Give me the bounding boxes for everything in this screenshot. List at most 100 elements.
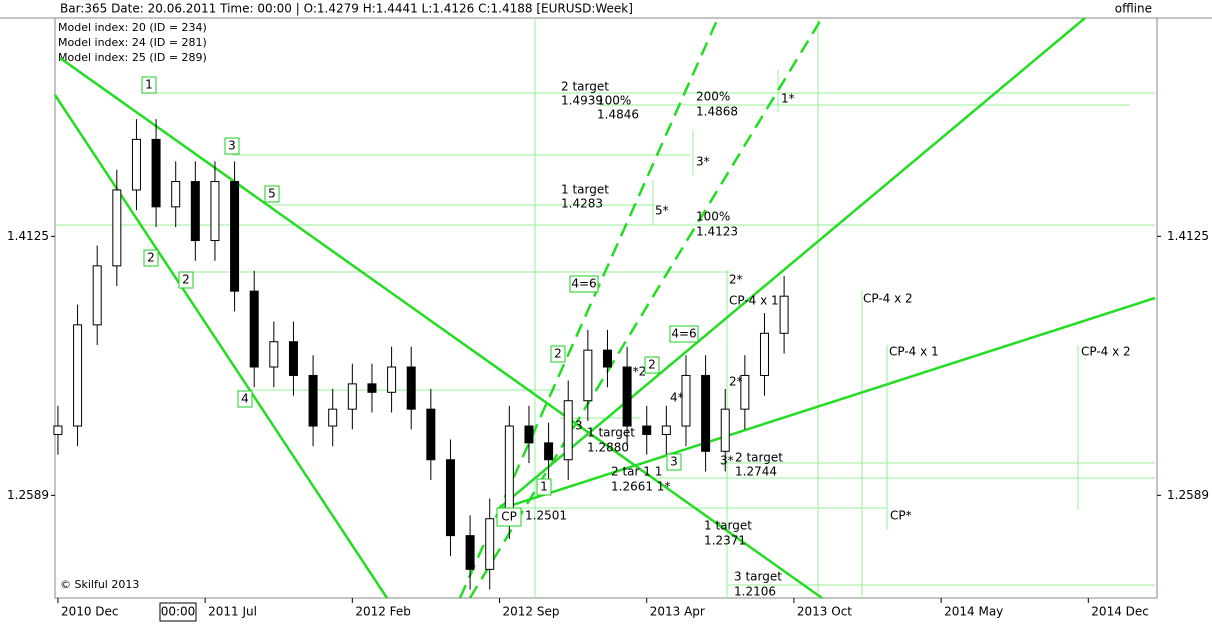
x-tick-label: 2014 May <box>944 605 1003 619</box>
candle-body <box>426 408 436 461</box>
candle-body <box>681 374 691 427</box>
annotation: CP-4 x 1 <box>889 345 939 359</box>
annotation: 1.2371 <box>704 534 746 548</box>
candle-body <box>465 535 475 570</box>
annotation: 2 target <box>561 80 609 94</box>
x-tick-label: 2014 Dec <box>1091 605 1149 619</box>
y-tick-label: 1.2589 <box>1167 488 1209 502</box>
annotation: CP-4 x 1 <box>729 294 779 308</box>
model-index: Model index: 25 (ID = 289) <box>58 51 207 64</box>
x-tick-label: 2013 Oct <box>797 605 852 619</box>
wave-label: 1 <box>540 480 548 494</box>
annotation: 1.4868 <box>696 105 738 119</box>
candle-body <box>131 138 141 191</box>
annotation: 1.4283 <box>561 197 603 211</box>
wave-label: 2 <box>182 273 190 287</box>
candle-body <box>622 366 632 427</box>
annotation: 1.2661 1* <box>611 480 670 494</box>
annotation: 1.4846 <box>597 108 639 122</box>
annotation: 3 target <box>734 570 782 584</box>
candle-body <box>171 181 181 208</box>
annotation: 3 <box>575 419 583 433</box>
candle-body <box>720 408 730 452</box>
annotation: CP* <box>890 509 912 523</box>
annotation: 1* <box>781 92 795 106</box>
candle-body <box>367 383 377 393</box>
candle-body <box>701 374 711 452</box>
wave-label: 4 <box>241 392 249 406</box>
annotations: 1 2 2 3 5 4 2 target 1.4939 100% 1.4846 … <box>141 76 1131 599</box>
candle-body <box>779 295 789 334</box>
annotation: 100% <box>696 210 730 224</box>
annotation: 1.2880 <box>587 441 629 455</box>
candle-body <box>524 425 534 444</box>
candle-body <box>544 442 554 461</box>
annotation: CP-4 x 2 <box>1081 345 1131 359</box>
candle-body <box>288 341 298 376</box>
model-index: Model index: 20 (ID = 234) <box>58 21 207 34</box>
candle-body <box>230 181 240 292</box>
x-tick-label: 2012 Sep <box>503 605 560 619</box>
candle-body <box>269 341 279 368</box>
annotation: 1.4939 <box>561 94 603 108</box>
candle-body <box>347 383 357 410</box>
candle-body <box>190 181 200 242</box>
candle-body <box>387 366 397 393</box>
candle-body <box>485 518 495 570</box>
copyright: © Skilful 2013 <box>60 578 139 591</box>
annotation: 1.2501 <box>525 509 567 523</box>
candle-body <box>210 181 220 242</box>
candle-body <box>92 265 102 326</box>
annotation: 2 target <box>735 451 783 465</box>
model-index: Model index: 24 (ID = 281) <box>58 36 207 49</box>
candle-body <box>642 425 652 435</box>
candle-body <box>308 374 318 427</box>
wave-label: 2 <box>648 358 656 372</box>
wave-label: 3 <box>670 455 678 469</box>
annotation: 1 target <box>587 426 635 440</box>
annotation: 3* <box>720 454 734 468</box>
x-tick-label: 2011 Jul <box>208 605 257 619</box>
annotation: 200% <box>696 90 730 104</box>
candle-body <box>73 324 83 427</box>
candle-body <box>563 400 573 461</box>
x-tick-label: 2010 Dec <box>61 605 119 619</box>
annotation: 4* <box>670 391 684 405</box>
annotation: 1.2106 <box>734 585 776 599</box>
annotation: 1 target <box>561 183 609 197</box>
wave-label: 1 <box>145 78 153 92</box>
annotation: 2* <box>729 273 743 287</box>
annotation: 1 target <box>704 519 752 533</box>
annotation: 5* <box>655 204 669 218</box>
annotation: 1.2744 <box>735 465 777 479</box>
status: offline <box>1115 2 1152 16</box>
candle-body <box>53 425 63 435</box>
candle-body <box>151 138 161 208</box>
annotation: 3* <box>696 155 710 169</box>
cursor-time-box <box>159 602 197 622</box>
wave-label: 4=6 <box>671 327 696 341</box>
candle-body <box>406 366 416 410</box>
wave-label: 3 <box>228 139 236 153</box>
y-tick-label: 1.4125 <box>1167 229 1209 243</box>
candle-body <box>249 290 259 368</box>
candle-body <box>759 332 769 376</box>
y-tick-label: 1.2589 <box>7 488 49 502</box>
annotation: CP-4 x 2 <box>863 292 913 306</box>
wave-label: 2 <box>147 251 155 265</box>
wave-label: 4=6 <box>571 277 596 291</box>
x-tick-label: 2013 Apr <box>650 605 705 619</box>
annotation: 1.4123 <box>696 225 738 239</box>
cursor-time: 00:00 <box>161 605 196 619</box>
wave-label: 2 <box>554 347 562 361</box>
x-tick-label: 2012 Feb <box>355 605 411 619</box>
candle-body <box>661 425 671 435</box>
header-info: Bar:365 Date: 20.06.2011 Time: 00:00 | O… <box>60 2 633 16</box>
candle-body <box>602 349 612 368</box>
wave-label: 5 <box>268 187 276 201</box>
candle-body <box>504 425 514 520</box>
candle-body <box>112 189 122 267</box>
candle-body <box>583 349 593 402</box>
candle-body <box>328 408 338 427</box>
